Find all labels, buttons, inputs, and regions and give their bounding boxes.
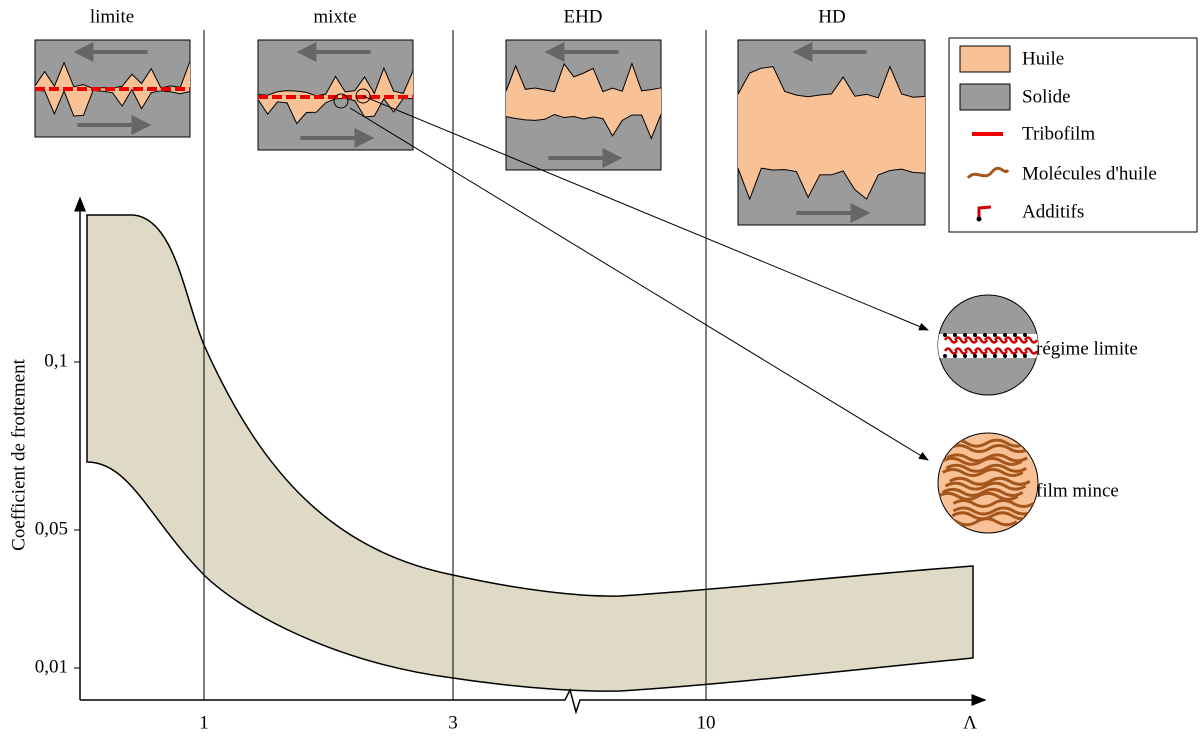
additive: [1003, 347, 1019, 355]
additive: [953, 336, 969, 344]
oil-molecule: [941, 487, 1024, 497]
legend-swatch: [959, 45, 1011, 73]
additive: [983, 336, 999, 344]
additive-head: [1003, 333, 1007, 337]
surface: [257, 66, 414, 97]
x-axis-label: Λ: [963, 712, 977, 733]
zoom-marker: [333, 93, 349, 109]
oil-molecule: [952, 506, 1035, 516]
surface: [737, 65, 926, 99]
legend-swatch: [976, 216, 982, 222]
additive-head: [963, 333, 967, 337]
additive-head: [983, 333, 987, 337]
x-axis: [80, 687, 987, 715]
additive-head: [1003, 354, 1007, 358]
additive: [973, 347, 989, 355]
legend-label: Molécules d'huile: [1022, 163, 1157, 184]
additive: [993, 336, 1009, 344]
surface: [737, 167, 926, 201]
additive: [993, 347, 1009, 355]
additive: [1023, 347, 1038, 355]
zoom-arrow: [349, 107, 929, 461]
drawing: [34, 39, 926, 226]
zoom-label: régime limite: [1036, 338, 1138, 359]
additive-head: [943, 333, 947, 337]
additive: [1003, 336, 1019, 344]
oil-molecule: [948, 444, 1030, 454]
additive: [983, 347, 999, 355]
additive: [973, 336, 989, 344]
surface: [505, 113, 662, 140]
legend-label: Tribofilm: [1022, 123, 1095, 144]
y-tick-label: 0,05: [35, 518, 68, 539]
additive-head: [1013, 333, 1017, 337]
oil-molecule: [952, 499, 1035, 509]
additive-head: [973, 333, 977, 337]
additive-head: [1023, 333, 1027, 337]
additive-head: [993, 333, 997, 337]
additive-head: [943, 354, 947, 358]
oil-molecule: [949, 476, 1031, 486]
additive-head: [1013, 354, 1017, 358]
zoom-arrow: [362, 95, 929, 331]
y-axis-label: Coefficient de frottement: [8, 358, 29, 550]
oil-molecule: [951, 511, 1034, 521]
surface: [505, 62, 662, 93]
additive: [1023, 336, 1038, 344]
y-tick-label: 0,01: [35, 656, 68, 677]
additive: [1013, 347, 1029, 355]
legend-swatch: [959, 83, 1011, 111]
additive: [943, 336, 959, 344]
additive: [1013, 336, 1029, 344]
zoom-details: [937, 294, 1039, 534]
oil-film: [738, 66, 925, 200]
additive-head: [973, 354, 977, 358]
oil-molecule: [938, 491, 1019, 501]
additive-head: [993, 354, 997, 358]
regime-label: HD: [818, 6, 845, 27]
additive: [953, 347, 969, 355]
legend-label: Additifs: [1022, 201, 1084, 222]
additive-head: [1023, 354, 1027, 358]
surface: [34, 88, 191, 117]
oil-molecule: [944, 481, 1027, 491]
legend-label: Huile: [1022, 48, 1064, 69]
legend-swatch: [966, 166, 1010, 180]
additive-head: [963, 354, 967, 358]
additive-head: [953, 354, 957, 358]
regime-label: EHD: [563, 6, 602, 27]
additive: [943, 347, 959, 355]
oil-molecule: [942, 468, 1024, 477]
oil-molecule: [945, 463, 1028, 473]
friction-band: [86, 214, 974, 692]
additive: [963, 336, 979, 344]
y-tick-label: 0,1: [44, 350, 68, 371]
regime-label: mixte: [313, 6, 356, 27]
oil-molecule: [940, 456, 1023, 466]
regime-label: limite: [90, 6, 134, 27]
x-tick-label: 1: [199, 712, 209, 733]
legend-swatch: [977, 205, 992, 218]
legend-label: Solide: [1022, 86, 1071, 107]
oil-film: [506, 63, 661, 139]
x-tick-label: 10: [697, 712, 716, 733]
zoom-marker: [355, 88, 371, 104]
zoom-label: film mince: [1036, 480, 1119, 501]
additive: [963, 347, 979, 355]
additive-head: [983, 354, 987, 358]
additive-head: [953, 333, 957, 337]
x-tick-label: 3: [448, 712, 458, 733]
